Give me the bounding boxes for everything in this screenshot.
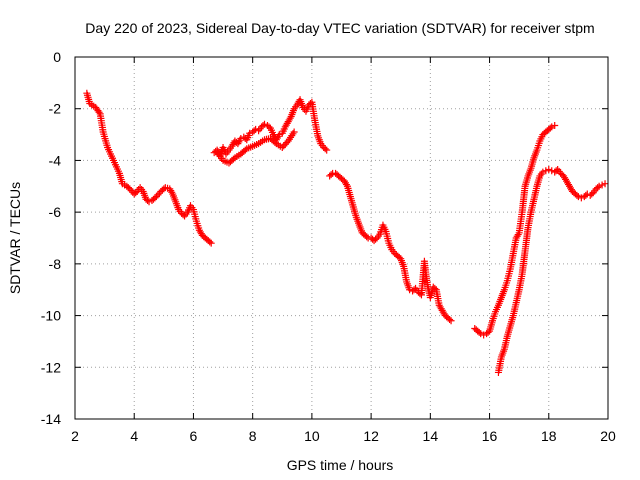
x-tick-labels: 2 4 6 8 10 12 14 16 18 20 xyxy=(71,428,616,444)
data-point xyxy=(446,315,454,323)
x-tick-label: 14 xyxy=(423,428,439,444)
y-tick-label: -2 xyxy=(49,101,62,117)
data-point xyxy=(281,140,289,148)
data-point xyxy=(372,235,380,243)
data-point xyxy=(275,131,283,139)
data-point xyxy=(574,193,582,201)
data-point xyxy=(151,194,159,202)
data-point xyxy=(542,167,550,175)
y-tick-label: -14 xyxy=(41,411,61,427)
x-tick-label: 12 xyxy=(363,428,379,444)
data-point xyxy=(236,136,244,144)
data-point xyxy=(594,184,602,192)
data-point xyxy=(160,185,168,193)
data-marks xyxy=(83,89,609,376)
data-point xyxy=(447,317,455,325)
series-segment-6 xyxy=(494,165,609,376)
data-point xyxy=(124,184,132,192)
data-point xyxy=(598,181,606,189)
data-point xyxy=(280,142,288,150)
data-point xyxy=(95,108,103,116)
data-point xyxy=(342,181,350,189)
data-point xyxy=(278,144,286,151)
chart-title: Day 220 of 2023, Sidereal Day-to-day VTE… xyxy=(85,20,594,36)
series-segment-5 xyxy=(471,122,559,339)
series-segment-3 xyxy=(213,128,298,167)
series-segment-1 xyxy=(83,89,215,247)
x-tick-label: 8 xyxy=(249,428,257,444)
data-point xyxy=(327,171,335,179)
data-point xyxy=(252,125,260,133)
y-tick-label: -8 xyxy=(49,256,62,272)
x-tick-label: 6 xyxy=(190,428,198,444)
data-point xyxy=(206,238,214,246)
grid xyxy=(75,57,608,419)
x-tick-label: 16 xyxy=(482,428,498,444)
data-point xyxy=(545,165,553,173)
x-tick-label: 4 xyxy=(130,428,138,444)
x-tick-label: 2 xyxy=(71,428,79,444)
data-point xyxy=(323,146,331,154)
data-point xyxy=(261,120,269,128)
series-segment-2 xyxy=(210,96,331,159)
data-point xyxy=(155,189,163,197)
data-point xyxy=(552,167,560,175)
data-point xyxy=(132,189,140,197)
y-tick-label: -6 xyxy=(49,204,62,220)
plot-frame xyxy=(74,56,609,420)
data-point xyxy=(290,128,298,136)
data-point xyxy=(207,239,215,247)
y-tick-label: -10 xyxy=(41,308,61,324)
data-point xyxy=(179,211,187,219)
data-point xyxy=(126,185,134,193)
x-tick-label: 18 xyxy=(541,428,557,444)
data-point xyxy=(274,132,282,140)
data-point xyxy=(363,233,371,241)
data-point xyxy=(154,191,162,199)
data-point xyxy=(431,284,439,292)
x-tick-label: 20 xyxy=(600,428,616,444)
data-point xyxy=(127,187,135,195)
y-axis-label: SDTVAR / TECUs xyxy=(7,182,23,294)
data-point xyxy=(246,129,254,137)
data-point xyxy=(539,168,547,176)
data-point xyxy=(477,330,485,338)
series-segment-4 xyxy=(326,169,455,325)
data-point xyxy=(514,231,522,239)
y-tick-label: -4 xyxy=(49,152,62,168)
data-point xyxy=(152,193,160,201)
data-point xyxy=(286,114,294,122)
data-point xyxy=(168,188,176,196)
data-point xyxy=(601,180,609,188)
data-point xyxy=(321,145,329,153)
y-tick-label: -12 xyxy=(41,359,61,375)
data-point xyxy=(546,124,554,132)
x-axis-label: GPS time / hours xyxy=(287,457,394,473)
y-tick-labels: 0 -2 -4 -6 -8 -10 -12 -14 xyxy=(41,49,61,427)
data-point xyxy=(573,191,581,199)
x-tick-label: 10 xyxy=(304,428,320,444)
data-point xyxy=(577,194,585,202)
data-point xyxy=(595,182,603,190)
data-point xyxy=(480,331,488,339)
data-point xyxy=(548,123,556,131)
data-point xyxy=(551,122,559,130)
data-point xyxy=(410,286,418,294)
data-point xyxy=(145,198,153,206)
y-tick-label: 0 xyxy=(53,49,61,65)
data-point xyxy=(588,190,596,198)
data-point xyxy=(475,328,483,336)
